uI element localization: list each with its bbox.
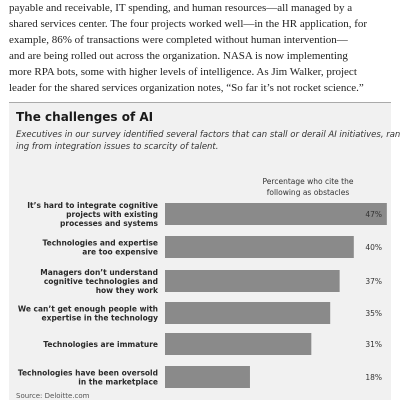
category-label: Technologies have been oversold [18,369,158,378]
article-body: payable and receivable, IT spending, and… [9,0,391,96]
chart-source: Source: Deloitte.com [16,392,90,400]
category-label: how they work [96,286,159,295]
value-axis-header: Percentage who cite the following as obs… [236,176,380,198]
article-line: more RPA bots, some with higher levels o… [9,66,357,78]
bar [165,236,354,258]
bar [165,203,387,225]
chart-subtitle: Executives in our survey identified seve… [16,129,400,153]
category-label: processes and systems [60,219,159,228]
category-label: cognitive technologies and [44,277,158,286]
category-label: projects with existing [66,210,158,219]
section-divider [9,102,391,103]
bar [165,270,340,292]
value-axis-header-line: Percentage who cite the [262,177,354,186]
value-label: 18% [365,373,382,382]
article-line: shared services center. The four project… [9,18,368,30]
article-line: payable and receivable, IT spending, and… [9,2,353,14]
value-label: 40% [365,243,382,252]
bar [165,333,312,355]
article-line: and are being rolled out across the orga… [9,50,348,62]
category-label: Managers don’t understand [40,268,158,277]
category-label: Technologies and expertise [43,239,158,248]
chart-title: The challenges of AI [16,110,154,124]
category-label: We can’t get enough people with [18,305,158,314]
value-label: 35% [365,309,382,318]
value-label: 31% [365,340,382,349]
article-line: example, 86% of transactions were comple… [9,34,348,46]
category-label: in the marketplace [78,378,158,387]
category-label: It’s hard to integrate cognitive [27,201,158,210]
category-label: Technologies are immature [43,340,158,349]
bar [165,302,331,324]
article-paragraph: payable and receivable, IT spending, and… [9,0,391,96]
value-label: 47% [365,210,382,219]
chart-subtitle-line: ing from integration issues to scarcity … [16,142,219,152]
value-label: 37% [365,277,382,286]
value-axis-header-line: following as obstacles [266,188,350,197]
article-line: leader for the shared services organizat… [9,82,364,94]
chart-subtitle-line: Executives in our survey identified seve… [16,130,400,140]
bar [165,366,250,388]
category-label: are too expensive [82,248,158,257]
category-label: expertise in the technology [42,314,159,323]
